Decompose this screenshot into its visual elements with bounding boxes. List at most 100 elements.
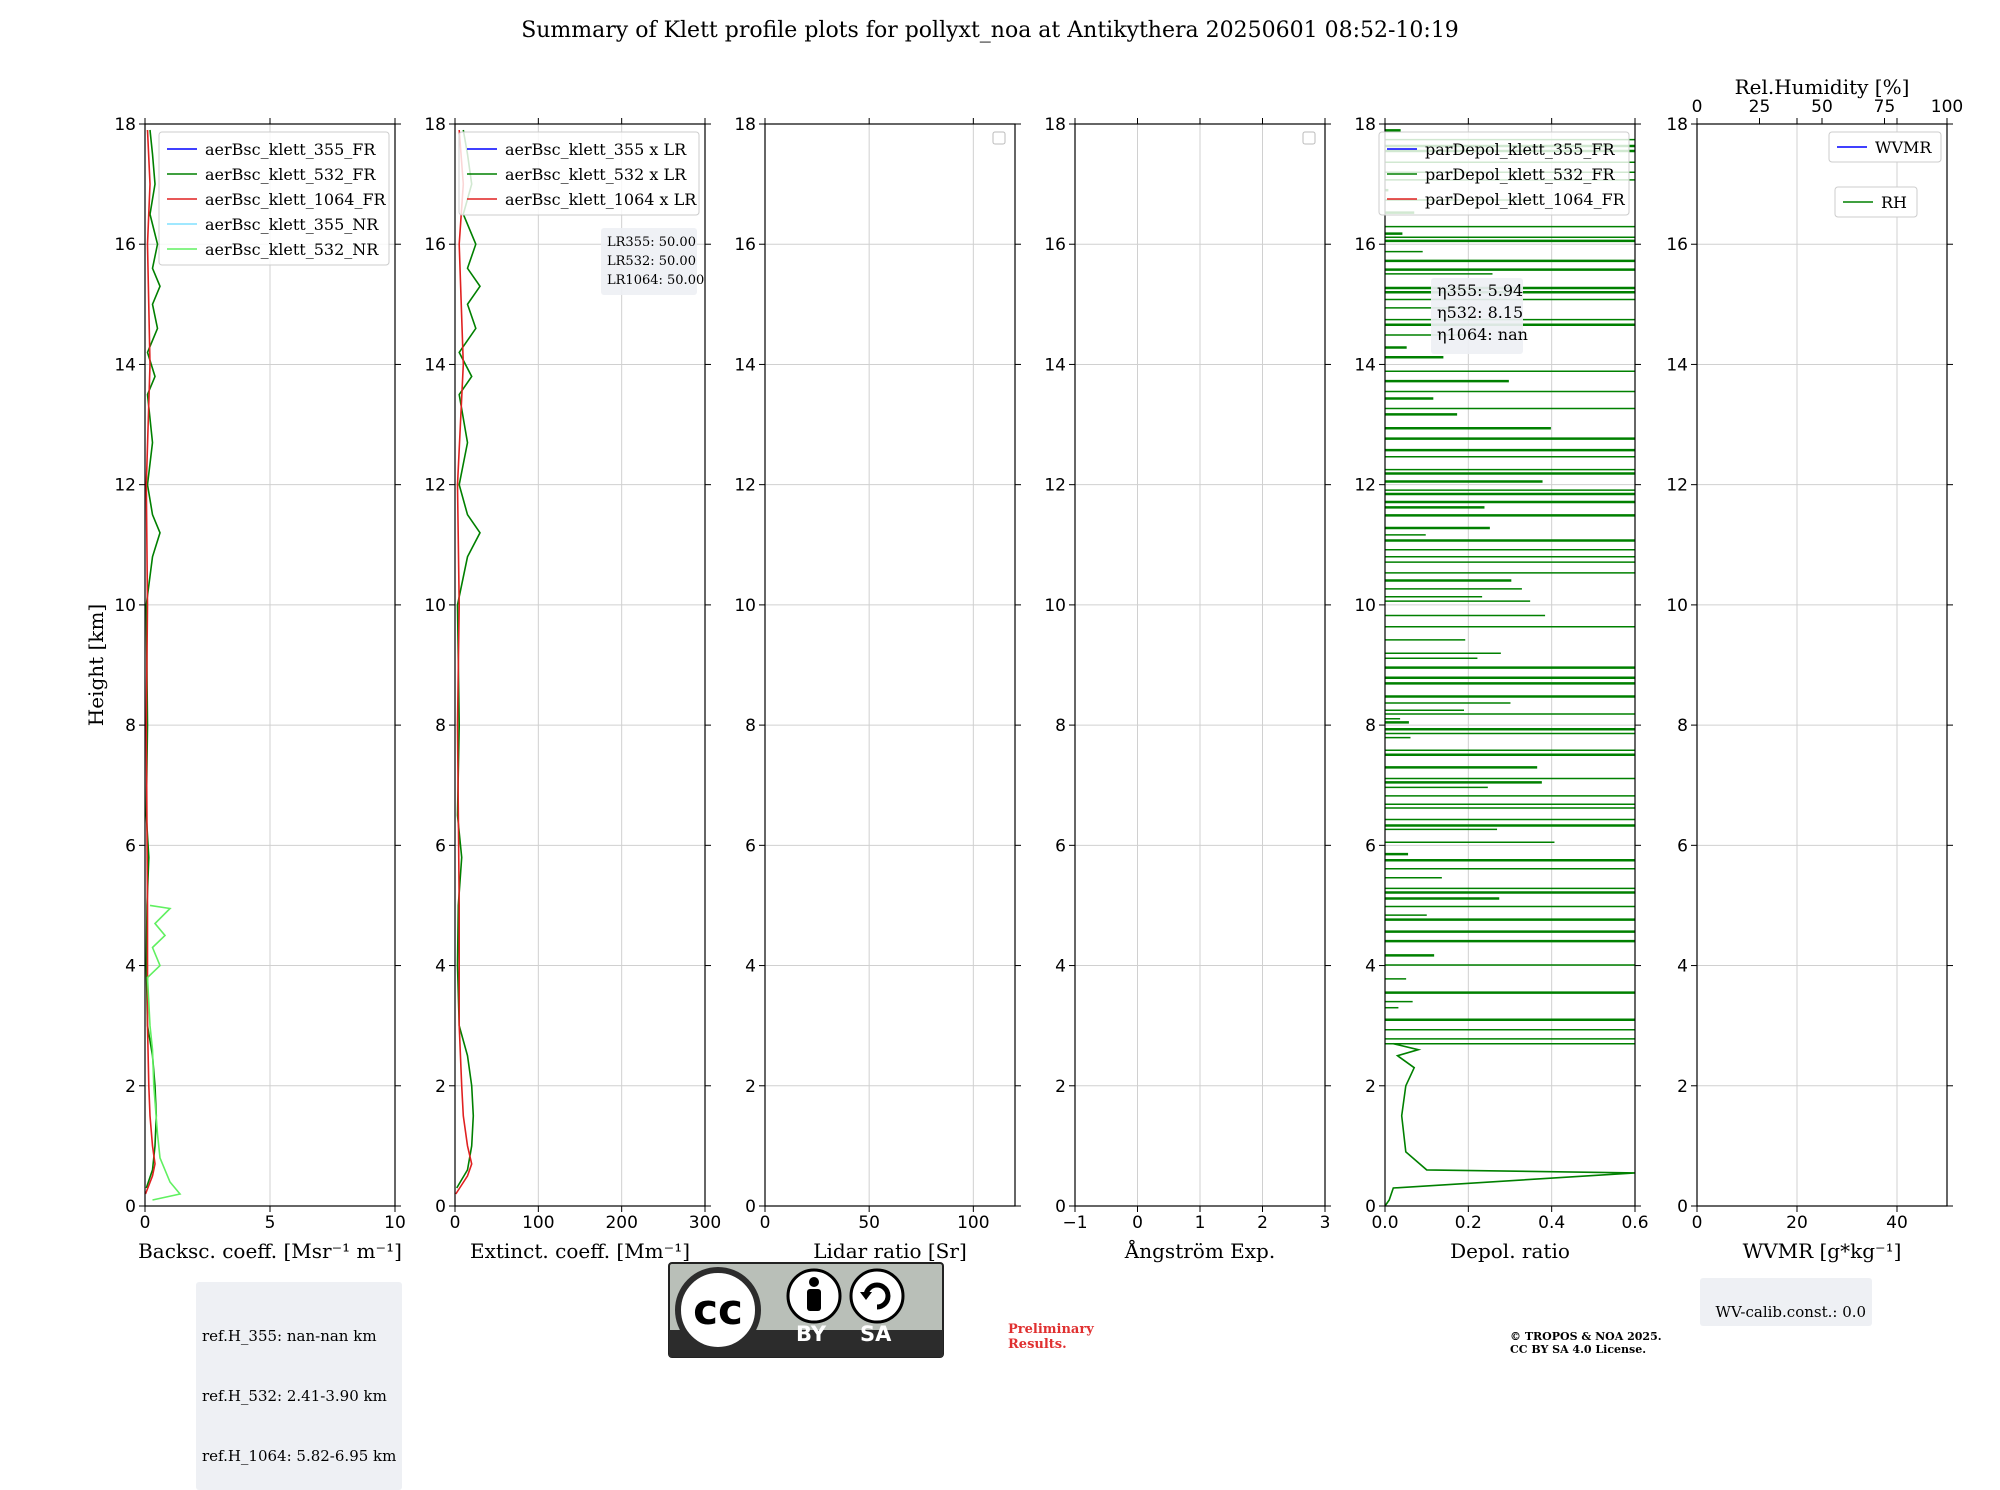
series-line-aerBsc_klett_1064_FR bbox=[144, 129, 156, 1195]
legend-label: RH bbox=[1881, 193, 1907, 212]
legend-box bbox=[458, 131, 700, 216]
y-tick-label: 18 bbox=[1044, 115, 1066, 135]
annotation-text: LR355: 50.00 bbox=[607, 235, 696, 250]
y-tick-label: 2 bbox=[1055, 1077, 1066, 1097]
x-tick-label: 0 bbox=[1692, 1213, 1703, 1233]
annotation-text: η1064: nan bbox=[1437, 325, 1528, 344]
empty-legend-box bbox=[992, 131, 1006, 145]
copyright-line-2: CC BY SA 4.0 License. bbox=[1510, 1343, 1647, 1356]
y-tick-label: 14 bbox=[734, 355, 756, 375]
y-tick-label: 14 bbox=[1354, 355, 1376, 375]
x-tick-label: 1 bbox=[1195, 1213, 1206, 1233]
ref-height-532: ref.H_532: 2.41-3.90 km bbox=[202, 1387, 387, 1405]
preliminary-line-1: Preliminary bbox=[1008, 1322, 1094, 1337]
legend-box bbox=[1834, 186, 1918, 218]
y-tick-label: 10 bbox=[424, 596, 446, 616]
ref-height-1064: ref.H_1064: 5.82-6.95 km bbox=[202, 1447, 397, 1465]
y-tick-label: 4 bbox=[745, 957, 756, 977]
x-tick-label: 2 bbox=[1257, 1213, 1268, 1233]
x-tick-label: −1 bbox=[1062, 1213, 1087, 1233]
wv-calib-text: WV-calib.const.: 0.0 bbox=[1715, 1303, 1867, 1321]
x-tick-label: 0.4 bbox=[1538, 1213, 1565, 1233]
cc-sa-label: SA bbox=[860, 1322, 892, 1346]
y-tick-label: 6 bbox=[1055, 836, 1066, 856]
legend-label: aerBsc_klett_355 x LR bbox=[505, 140, 687, 159]
chart-lidar_ratio: 0 50 100 0 2 4 6 8 10 12 14 16 18 Lidar ratio [Sr] bbox=[734, 115, 1021, 1263]
y-tick-label: 14 bbox=[1666, 355, 1688, 375]
depol-noise-lines bbox=[1385, 129, 1635, 1045]
x-axis-label: Depol. ratio bbox=[1450, 1239, 1570, 1263]
y-tick-label: 8 bbox=[1055, 716, 1066, 736]
legend-label: aerBsc_klett_355_FR bbox=[205, 140, 376, 159]
x-tick-label: 0 bbox=[760, 1213, 771, 1233]
legend-label: parDepol_klett_1064_FR bbox=[1425, 190, 1626, 209]
y-tick-label: 2 bbox=[435, 1077, 446, 1097]
y-tick-label: 0 bbox=[1677, 1197, 1688, 1217]
wv-calib-box: WV-calib.const.: 0.0 bbox=[1700, 1278, 1873, 1326]
x-tick-label: 20 bbox=[1786, 1213, 1808, 1233]
y-tick-label: 8 bbox=[745, 716, 756, 736]
y-tick-label: 12 bbox=[734, 476, 756, 496]
axes-frame bbox=[764, 123, 1016, 1207]
x-tick-label: 0 bbox=[450, 1213, 461, 1233]
y-tick-label: 2 bbox=[125, 1077, 136, 1097]
y-tick-label: 16 bbox=[1044, 235, 1066, 255]
x-tick-label: 100 bbox=[522, 1213, 554, 1233]
x-tick-label: 200 bbox=[605, 1213, 637, 1233]
legend-box bbox=[158, 131, 390, 266]
ref-height-355: ref.H_355: nan-nan km bbox=[202, 1327, 377, 1345]
cc-by-label: BY bbox=[796, 1322, 827, 1346]
x-axis-label: WVMR [g*kg⁻¹] bbox=[1743, 1239, 1902, 1263]
chart-backscatter: 0 5 10 0 2 4 6 8 10 12 14 16 18 Backsc. coeff. [Msr⁻¹… bbox=[84, 115, 406, 1263]
y-tick-label: 10 bbox=[1354, 596, 1376, 616]
x-axis-label: Backsc. coeff. [Msr⁻¹ m⁻¹] bbox=[138, 1239, 402, 1263]
x-tick-label: 40 bbox=[1886, 1213, 1908, 1233]
y-tick-label: 10 bbox=[114, 596, 136, 616]
y-tick-label: 4 bbox=[1055, 957, 1066, 977]
y-tick-label: 10 bbox=[734, 596, 756, 616]
y-tick-label: 16 bbox=[114, 235, 136, 255]
legend-box bbox=[1378, 131, 1630, 216]
y-tick-label: 12 bbox=[114, 476, 136, 496]
y-tick-label: 8 bbox=[125, 716, 136, 736]
legend-label: aerBsc_klett_532_FR bbox=[205, 165, 376, 184]
preliminary-note: Preliminary Results. bbox=[1008, 1322, 1094, 1352]
chart-depol: 0.0 0.2 0.4 0.6 0 2 4 6 8 10 12 14 16 18 Depol. ratio p… bbox=[1354, 115, 1648, 1263]
y-tick-label: 6 bbox=[745, 836, 756, 856]
y-tick-label: 2 bbox=[1677, 1077, 1688, 1097]
top-tick-label: 75 bbox=[1874, 97, 1896, 117]
preliminary-line-2: Results. bbox=[1008, 1337, 1067, 1352]
y-tick-label: 12 bbox=[424, 476, 446, 496]
y-tick-label: 14 bbox=[114, 355, 136, 375]
legend-label: aerBsc_klett_355_NR bbox=[205, 215, 379, 234]
top-axis-label: Rel.Humidity [%] bbox=[1735, 75, 1910, 99]
x-tick-label: 0 bbox=[140, 1213, 151, 1233]
y-tick-label: 14 bbox=[424, 355, 446, 375]
y-tick-label: 18 bbox=[1354, 115, 1376, 135]
y-tick-label: 12 bbox=[1044, 476, 1066, 496]
annotation-text: η355: 5.94 bbox=[1437, 281, 1523, 300]
cc-license-logo: cc BY SA bbox=[668, 1262, 944, 1358]
y-tick-label: 0 bbox=[1055, 1197, 1066, 1217]
top-tick-label: 50 bbox=[1811, 97, 1833, 117]
figure-title: Summary of Klett profile plots for polly… bbox=[521, 18, 1459, 43]
series-line-aerBsc_klett_532 x LR bbox=[456, 129, 481, 1189]
y-tick-label: 4 bbox=[1365, 957, 1376, 977]
y-tick-label: 8 bbox=[1677, 716, 1688, 736]
annotation-text: η532: 8.15 bbox=[1437, 303, 1523, 322]
y-tick-label: 16 bbox=[424, 235, 446, 255]
legend-label: parDepol_klett_355_FR bbox=[1425, 140, 1616, 159]
x-tick-label: 0.2 bbox=[1455, 1213, 1482, 1233]
annotation-box bbox=[1431, 278, 1523, 354]
y-tick-label: 14 bbox=[1044, 355, 1066, 375]
x-axis-label: Lidar ratio [Sr] bbox=[813, 1239, 967, 1263]
legend-label: aerBsc_klett_532_NR bbox=[205, 240, 379, 259]
legend-label: parDepol_klett_532_FR bbox=[1425, 165, 1616, 184]
y-tick-label: 4 bbox=[1677, 957, 1688, 977]
top-tick-label: 0 bbox=[1692, 97, 1703, 117]
y-tick-label: 6 bbox=[1365, 836, 1376, 856]
chart-extinction: 0 100 200 300 0 2 4 6 8 10 12 14 16 18 Extinct. coeff.… bbox=[424, 115, 721, 1263]
legend-label: aerBsc_klett_1064 x LR bbox=[505, 190, 697, 209]
y-tick-label: 16 bbox=[734, 235, 756, 255]
